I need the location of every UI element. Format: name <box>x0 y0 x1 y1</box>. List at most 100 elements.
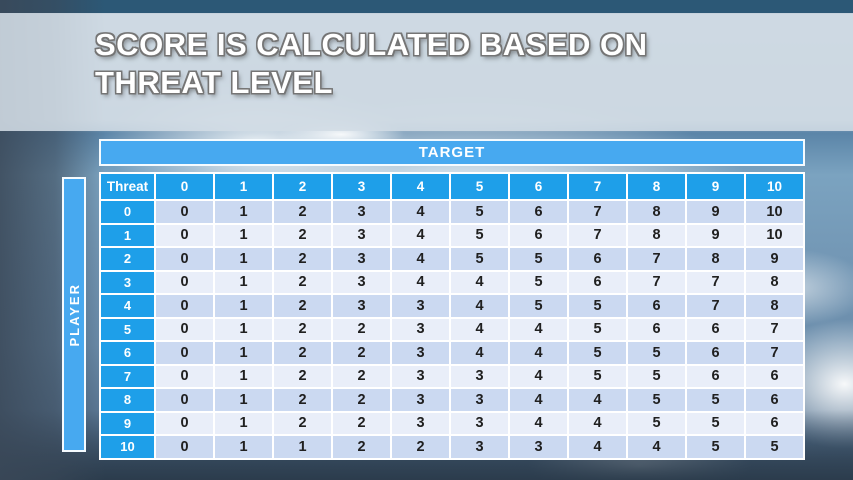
header-row: Threat 0 1 2 3 4 5 6 7 8 9 10 <box>99 172 805 201</box>
score-cell: 6 <box>744 363 805 389</box>
score-cell: 1 <box>213 410 274 436</box>
score-matrix-body: 0 0 1 2 3 4 5 6 7 8 9 10 1 0 1 2 3 4 5 6 7 8 9 10 2 0 1 2 3 4 5 5 6 7 8 9 3 0… <box>99 199 805 460</box>
score-cell: 8 <box>744 269 805 295</box>
score-cell: 1 <box>213 434 274 460</box>
threat-row-header: 9 <box>99 410 156 436</box>
score-cell: 4 <box>390 269 451 295</box>
target-header-cell: 4 <box>390 172 451 201</box>
target-header-cell: 1 <box>213 172 274 201</box>
target-header-cell: 10 <box>744 172 805 201</box>
score-cell: 1 <box>213 222 274 248</box>
score-cell: 2 <box>331 387 392 413</box>
score-cell: 4 <box>390 199 451 225</box>
score-cell: 3 <box>449 434 510 460</box>
score-cell: 9 <box>685 199 746 225</box>
score-cell: 6 <box>567 269 628 295</box>
score-cell: 4 <box>508 387 569 413</box>
score-cell: 4 <box>508 363 569 389</box>
target-header-cell: 0 <box>154 172 215 201</box>
score-cell: 6 <box>626 293 687 319</box>
score-cell: 3 <box>390 293 451 319</box>
score-cell: 5 <box>508 293 569 319</box>
score-cell: 8 <box>626 199 687 225</box>
score-cell: 0 <box>154 269 215 295</box>
score-cell: 1 <box>213 269 274 295</box>
target-header-cell: 7 <box>567 172 628 201</box>
score-cell: 7 <box>567 199 628 225</box>
score-cell: 1 <box>213 387 274 413</box>
score-cell: 2 <box>331 434 392 460</box>
table-row: 10 0 1 1 2 2 3 3 4 4 5 5 <box>99 434 805 460</box>
score-cell: 5 <box>449 246 510 272</box>
score-cell: 5 <box>626 387 687 413</box>
score-cell: 4 <box>567 410 628 436</box>
score-cell: 4 <box>508 340 569 366</box>
score-cell: 3 <box>390 340 451 366</box>
score-cell: 4 <box>567 387 628 413</box>
score-cell: 2 <box>331 340 392 366</box>
score-cell: 6 <box>626 316 687 342</box>
threat-row-header: 6 <box>99 340 156 366</box>
target-header-cell: 6 <box>508 172 569 201</box>
score-matrix-table: Threat 0 1 2 3 4 5 6 7 8 9 10 0 0 1 2 3 4 5 6 7 8 9 10 1 0 1 2 3 4 5 6… <box>99 172 805 460</box>
score-cell: 4 <box>567 434 628 460</box>
score-cell: 0 <box>154 293 215 319</box>
target-header-cell: 9 <box>685 172 746 201</box>
table-row: 1 0 1 2 3 4 5 6 7 8 9 10 <box>99 222 805 248</box>
title-banner: SCORE IS CALCULATED BASED ON THREAT LEVEL <box>0 13 853 131</box>
score-cell: 5 <box>626 410 687 436</box>
score-cell: 5 <box>685 410 746 436</box>
score-cell: 2 <box>272 293 333 319</box>
score-cell: 5 <box>567 340 628 366</box>
score-cell: 5 <box>567 293 628 319</box>
corner-header-cell: Threat <box>99 172 156 201</box>
score-cell: 2 <box>272 246 333 272</box>
threat-row-header: 3 <box>99 269 156 295</box>
score-cell: 5 <box>685 387 746 413</box>
score-cell: 1 <box>213 293 274 319</box>
slide-title-line1: SCORE IS CALCULATED BASED ON <box>95 27 648 62</box>
score-cell: 5 <box>744 434 805 460</box>
score-cell: 1 <box>213 340 274 366</box>
threat-row-header: 5 <box>99 316 156 342</box>
score-cell: 5 <box>508 246 569 272</box>
score-cell: 4 <box>449 269 510 295</box>
score-cell: 3 <box>390 363 451 389</box>
threat-row-header: 0 <box>99 199 156 225</box>
score-cell: 2 <box>272 340 333 366</box>
score-cell: 4 <box>449 293 510 319</box>
score-cell: 2 <box>331 316 392 342</box>
score-cell: 2 <box>272 316 333 342</box>
score-cell: 8 <box>626 222 687 248</box>
score-cell: 0 <box>154 387 215 413</box>
target-header-cell: 5 <box>449 172 510 201</box>
player-axis-label: PLAYER <box>62 177 86 452</box>
score-cell: 6 <box>508 222 569 248</box>
score-cell: 2 <box>331 410 392 436</box>
score-cell: 3 <box>331 293 392 319</box>
score-cell: 5 <box>685 434 746 460</box>
score-cell: 10 <box>744 222 805 248</box>
score-cell: 7 <box>685 269 746 295</box>
threat-row-header: 2 <box>99 246 156 272</box>
score-cell: 8 <box>685 246 746 272</box>
player-axis-label-text: PLAYER <box>66 282 82 347</box>
threat-row-header: 8 <box>99 387 156 413</box>
target-header-cell: 8 <box>626 172 687 201</box>
score-cell: 0 <box>154 246 215 272</box>
score-cell: 6 <box>685 363 746 389</box>
score-cell: 7 <box>685 293 746 319</box>
score-cell: 2 <box>272 269 333 295</box>
score-cell: 2 <box>331 363 392 389</box>
score-cell: 2 <box>272 363 333 389</box>
score-cell: 0 <box>154 340 215 366</box>
score-cell: 7 <box>626 246 687 272</box>
slide-title: SCORE IS CALCULATED BASED ON THREAT LEVEL <box>0 13 853 102</box>
score-cell: 2 <box>272 222 333 248</box>
